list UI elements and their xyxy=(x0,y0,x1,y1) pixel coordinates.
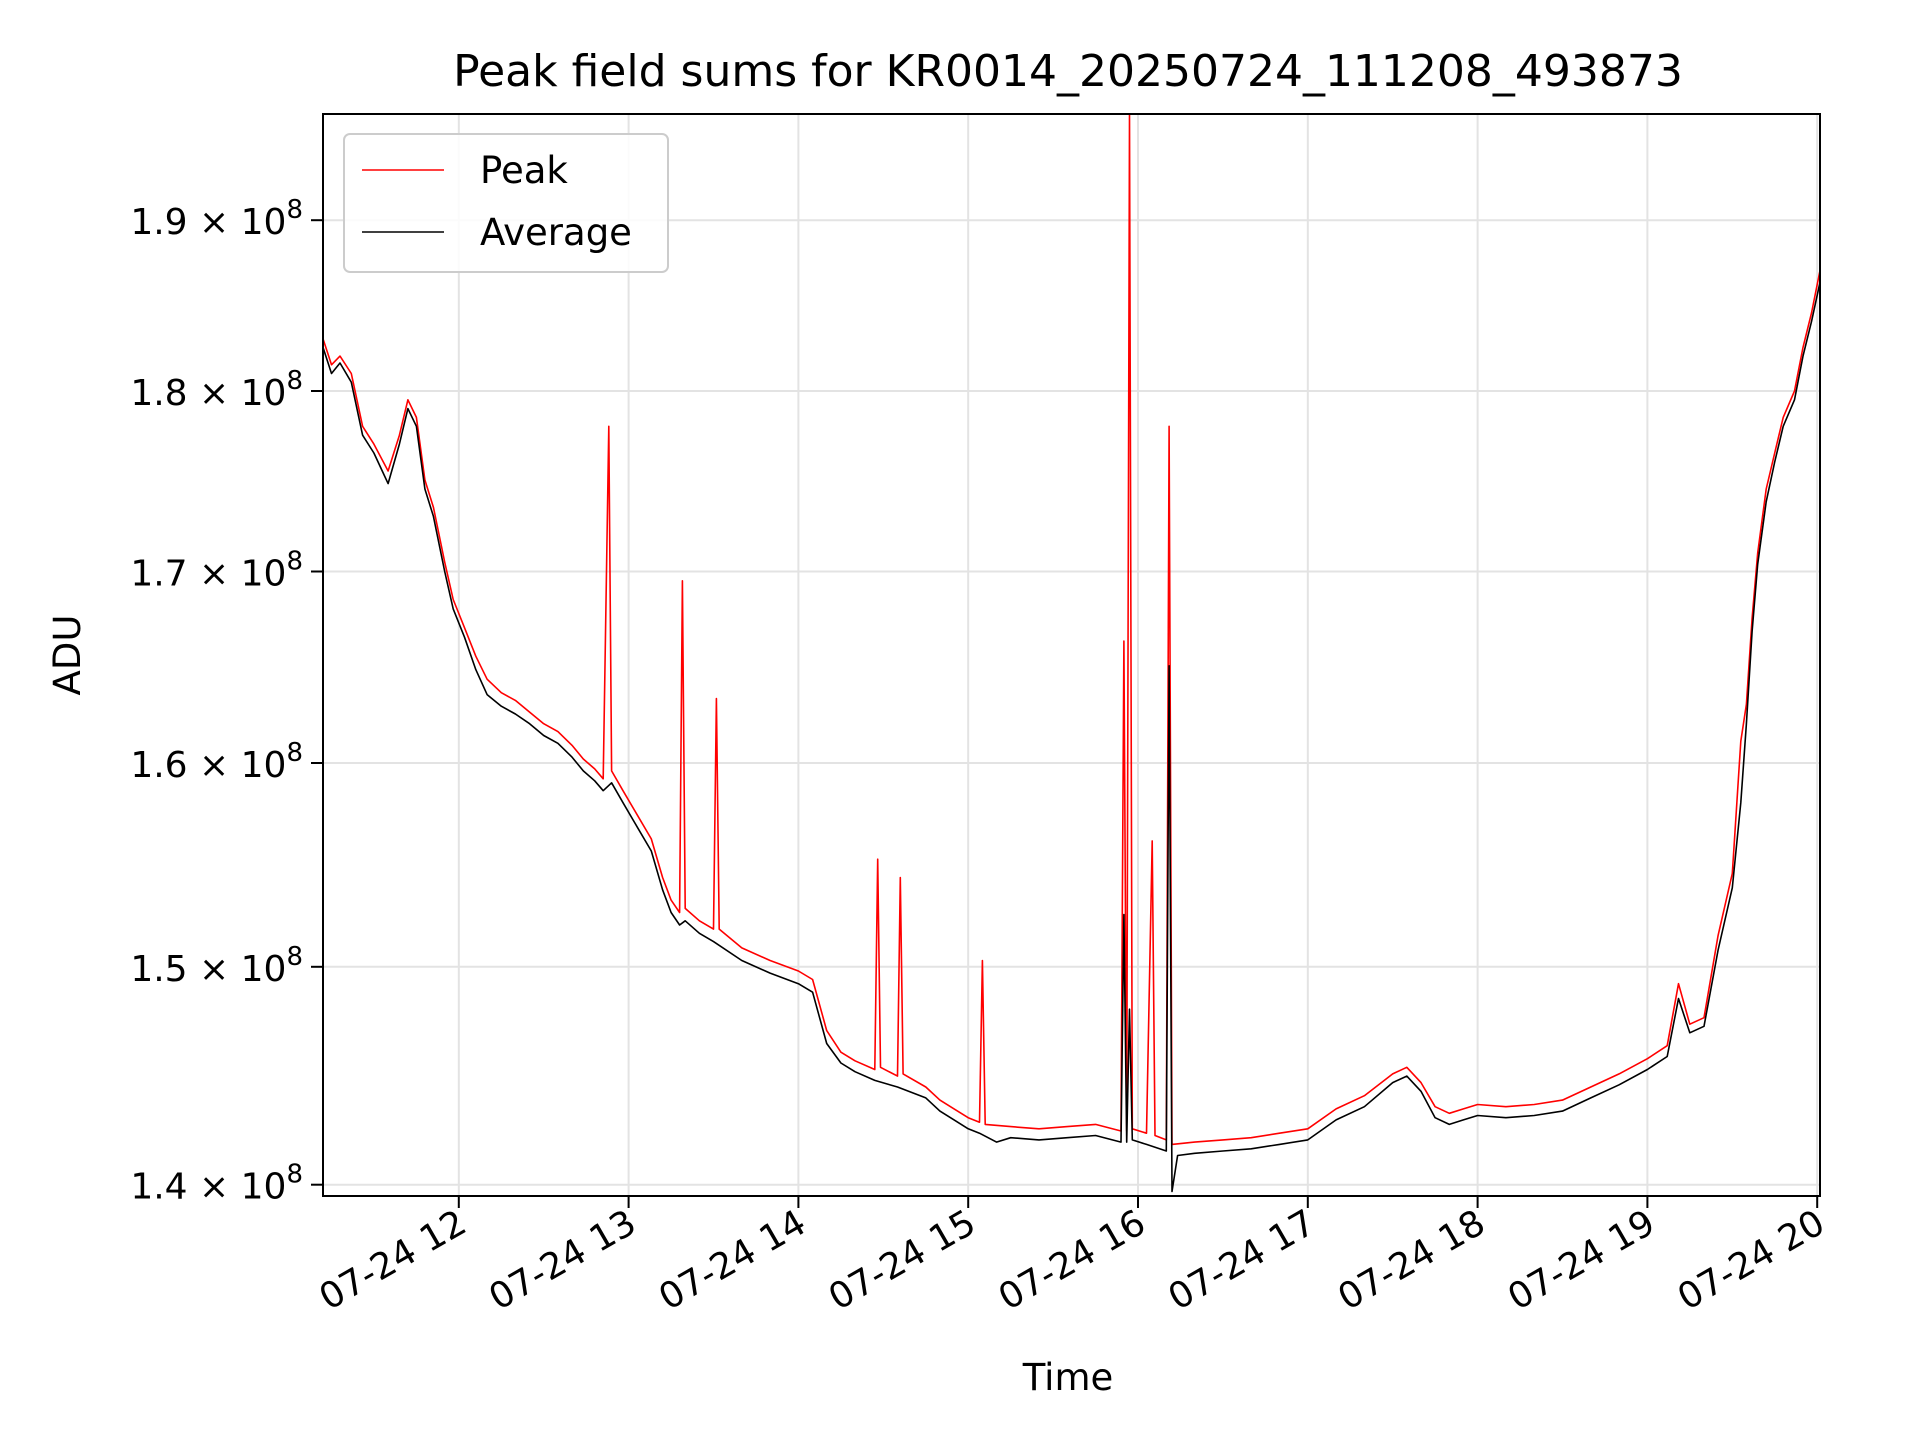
x-axis-label: Time xyxy=(1022,1356,1114,1399)
legend-label-peak: Peak xyxy=(480,149,568,192)
plot-frame xyxy=(322,113,1821,1197)
y-tick-label-5: 1.9 × 108 xyxy=(130,195,303,243)
y-tick-label-1: 1.5 × 108 xyxy=(130,942,303,990)
y-axis-ticks: 1.4 × 108 1.5 × 108 1.6 × 108 1.7 × 108 1.8 … xyxy=(130,195,323,1208)
y-tick-label-0: 1.4 × 108 xyxy=(130,1160,303,1208)
legend-label-average: Average xyxy=(480,211,632,254)
chart-title: Peak field sums for KR0014_20250724_1112… xyxy=(453,46,1683,97)
y-axis-label: ADU xyxy=(46,615,89,696)
series-line-peak xyxy=(322,113,1821,1146)
legend: Peak Average xyxy=(343,133,669,273)
series-line-average xyxy=(322,282,1821,1193)
y-tick-label-3: 1.7 × 108 xyxy=(130,547,303,595)
series-lines xyxy=(322,113,1821,1193)
y-tick-label-2: 1.6 × 108 xyxy=(130,738,303,786)
legend-box xyxy=(343,133,669,273)
y-tick-label-4: 1.8 × 108 xyxy=(130,366,303,414)
